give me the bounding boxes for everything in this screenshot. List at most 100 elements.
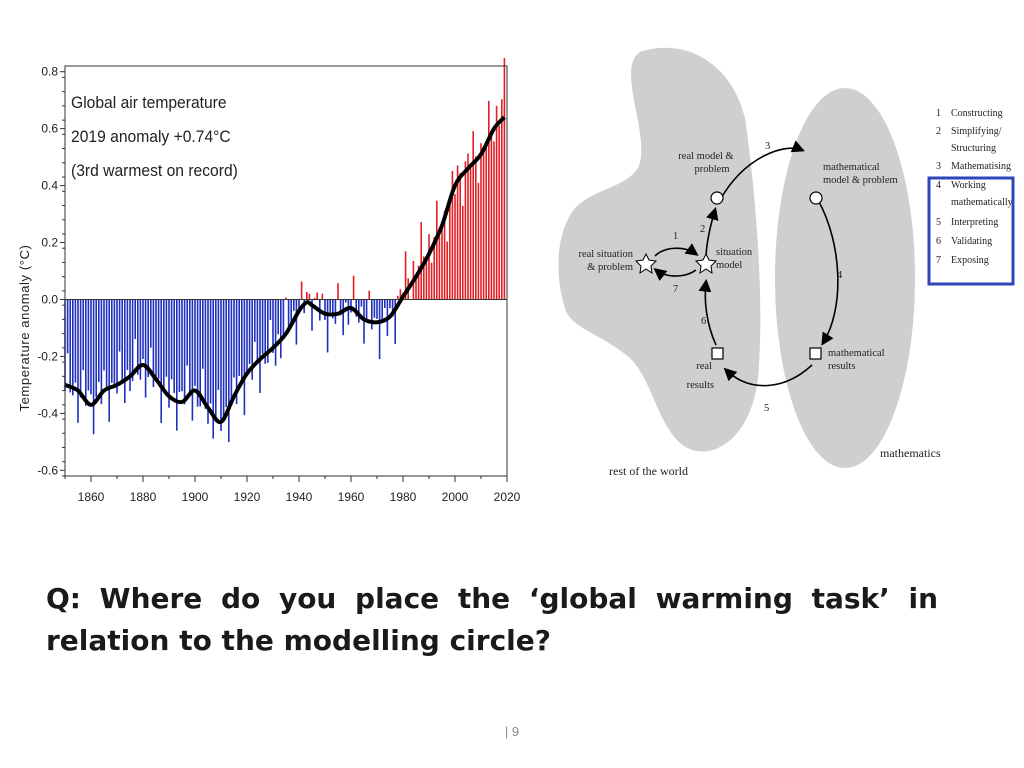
- legend-text-5: Interpreting: [951, 217, 998, 228]
- anomaly-bar: [113, 299, 116, 387]
- legend-text-3: Mathematising: [951, 161, 1011, 172]
- anomaly-bar: [415, 276, 417, 300]
- anomaly-bar: [170, 299, 173, 380]
- anomaly-bar: [485, 145, 488, 300]
- anomaly-bar: [347, 299, 350, 325]
- anomaly-bar: [126, 299, 129, 370]
- anomaly-bar: [360, 299, 363, 307]
- y-tick-label: 0.2: [41, 236, 58, 250]
- anomaly-bar: [339, 299, 342, 316]
- anomaly-bar: [90, 299, 92, 395]
- anomaly-bar: [430, 262, 433, 300]
- anomaly-bar: [253, 299, 256, 342]
- question-text: Q: Where do you place the ‘global warmin…: [46, 582, 938, 657]
- anomaly-bar: [243, 299, 246, 416]
- step-number-1: 1: [673, 231, 678, 242]
- anomaly-bar: [298, 299, 300, 311]
- anomaly-bar: [321, 293, 324, 300]
- anomaly-bar: [311, 299, 313, 331]
- x-tick-label: 1880: [130, 490, 157, 504]
- anomaly-bar: [204, 299, 207, 409]
- y-tick-label: 0.8: [41, 65, 58, 79]
- label-math-model: mathematical model & problem: [823, 162, 898, 186]
- anomaly-bar: [155, 299, 157, 379]
- anomaly-bar: [162, 299, 165, 392]
- anomaly-bar: [149, 299, 152, 348]
- anomaly-bar: [97, 299, 100, 382]
- anomaly-bar: [394, 299, 397, 345]
- anomaly-bar: [396, 295, 399, 300]
- anomaly-bar: [404, 251, 407, 300]
- legend-num-7: 7: [936, 255, 941, 266]
- anomaly-bar: [123, 299, 126, 404]
- anomaly-bar: [66, 299, 69, 354]
- anomaly-bar: [196, 299, 199, 407]
- y-tick-label: 0.6: [41, 122, 58, 136]
- anomaly-bar: [92, 299, 95, 435]
- anomaly-bar: [350, 299, 352, 313]
- anomaly-bar: [500, 99, 503, 300]
- legend-num-4: 4: [936, 180, 941, 191]
- step-number-7: 7: [673, 284, 678, 295]
- anomaly-bar: [433, 236, 436, 300]
- anomaly-bar: [425, 261, 428, 300]
- anomaly-bar: [448, 198, 451, 300]
- anomaly-bar: [482, 151, 485, 300]
- label-real-situation: real situation & problem: [578, 249, 633, 273]
- anomaly-bar: [274, 299, 277, 366]
- legend-text-6: Validating: [951, 236, 992, 247]
- math-results-node: [809, 347, 822, 360]
- anomaly-bar: [417, 265, 420, 300]
- anomaly-bar: [422, 256, 425, 300]
- legend-text-4: Working mathematically: [951, 180, 1013, 208]
- anomaly-bar: [199, 299, 202, 407]
- x-tick-label: 2000: [442, 490, 469, 504]
- smoothed-trend: [64, 115, 506, 425]
- anomaly-bar: [152, 299, 155, 388]
- anomaly-bar: [272, 299, 274, 353]
- anomaly-bar: [95, 299, 98, 397]
- anomaly-bar: [251, 299, 254, 380]
- cycle-arc-7: [653, 268, 697, 281]
- anomaly-bar: [487, 100, 490, 300]
- x-tick-label: 1940: [286, 490, 313, 504]
- legend-num-5: 5: [936, 217, 941, 228]
- anomaly-bar: [103, 299, 105, 371]
- anomaly-bar: [147, 299, 150, 378]
- anomaly-bar: [472, 131, 475, 300]
- anomaly-bar: [121, 299, 124, 381]
- anomaly-bar: [446, 241, 449, 300]
- anomaly-bar: [134, 299, 137, 339]
- anomaly-bar: [240, 299, 243, 381]
- anomaly-bar: [490, 132, 493, 300]
- rest-of-world-region: [558, 47, 761, 452]
- anomaly-bar: [391, 299, 394, 317]
- anomaly-bar: [443, 210, 446, 300]
- anomaly-bar: [222, 299, 225, 420]
- legend-text-2: Simplifying/Structuring: [951, 126, 1002, 154]
- x-tick-label: 1980: [390, 490, 417, 504]
- anomaly-bar: [217, 299, 220, 390]
- anomaly-bar: [287, 299, 290, 333]
- anomaly-bar: [74, 299, 77, 383]
- anomaly-bar: [136, 299, 139, 375]
- anomaly-bar: [82, 299, 85, 371]
- anomaly-bar: [235, 299, 238, 404]
- anomaly-bar: [337, 283, 339, 300]
- anomaly-bar: [352, 275, 355, 300]
- anomaly-bar: [495, 105, 498, 300]
- anomaly-bar: [456, 165, 459, 300]
- anomaly-bar: [79, 299, 82, 398]
- anomaly-bar: [160, 299, 163, 423]
- x-tick-label: 2020: [494, 490, 521, 504]
- anomaly-bar: [186, 299, 189, 366]
- x-tick-label: 1960: [338, 490, 365, 504]
- chart-title-line-2: 2019 anomaly +0.74°C: [71, 127, 231, 146]
- anomaly-bar: [194, 299, 196, 386]
- anomaly-bar: [139, 299, 142, 380]
- anomaly-bar: [157, 299, 160, 379]
- anomaly-bar: [238, 299, 241, 376]
- anomaly-bar: [305, 291, 308, 300]
- situation-model-star-icon: [694, 252, 718, 275]
- anomaly-bar: [108, 299, 111, 422]
